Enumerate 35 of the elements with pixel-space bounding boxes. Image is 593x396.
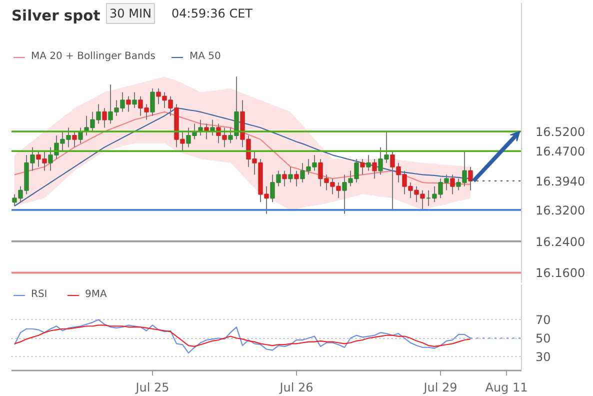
y-tick-label: 30 — [536, 350, 551, 364]
legend-label: 9MA — [85, 289, 107, 300]
candlestick — [360, 158, 365, 176]
candlestick — [126, 96, 131, 112]
candlestick — [102, 107, 107, 128]
candlestick — [72, 131, 77, 148]
candlestick — [78, 127, 83, 144]
y-tick-label: 16.5200 — [536, 125, 586, 140]
candlestick — [366, 154, 371, 172]
candlestick — [372, 158, 377, 180]
candlestick — [288, 166, 293, 183]
candlestick — [282, 170, 287, 187]
y-tick-label: 16.4700 — [536, 144, 586, 159]
legend-label: MA 20 + Bollinger Bands — [31, 51, 156, 62]
legend-label: MA 50 — [189, 51, 221, 62]
y-tick-label: 16.1600 — [536, 266, 586, 280]
legend-label: RSI — [31, 289, 48, 300]
x-tick-label: Jul 26 — [278, 380, 314, 394]
y-tick-label: 50 — [536, 332, 551, 346]
annotation: 04:59:36 CET — [172, 6, 254, 20]
y-tick-label: 16.3940 — [536, 174, 586, 188]
x-tick-label: Jul 29 — [422, 380, 458, 394]
x-tick-label: Aug 11 — [485, 380, 528, 394]
candlestick — [132, 92, 137, 108]
chart-subtitle: 30 MIN — [110, 6, 152, 20]
candlestick — [468, 166, 473, 191]
y-tick-label: 16.3200 — [536, 203, 586, 218]
chart-title: Silver spot — [12, 8, 100, 24]
candlestick — [450, 174, 455, 195]
x-tick-label: Jul 25 — [134, 380, 170, 394]
y-tick-label: 70 — [536, 313, 551, 328]
candlestick — [294, 170, 299, 187]
y-tick-label: 16.2400 — [536, 234, 586, 249]
line-series — [14, 324, 472, 348]
candlestick — [150, 88, 155, 116]
